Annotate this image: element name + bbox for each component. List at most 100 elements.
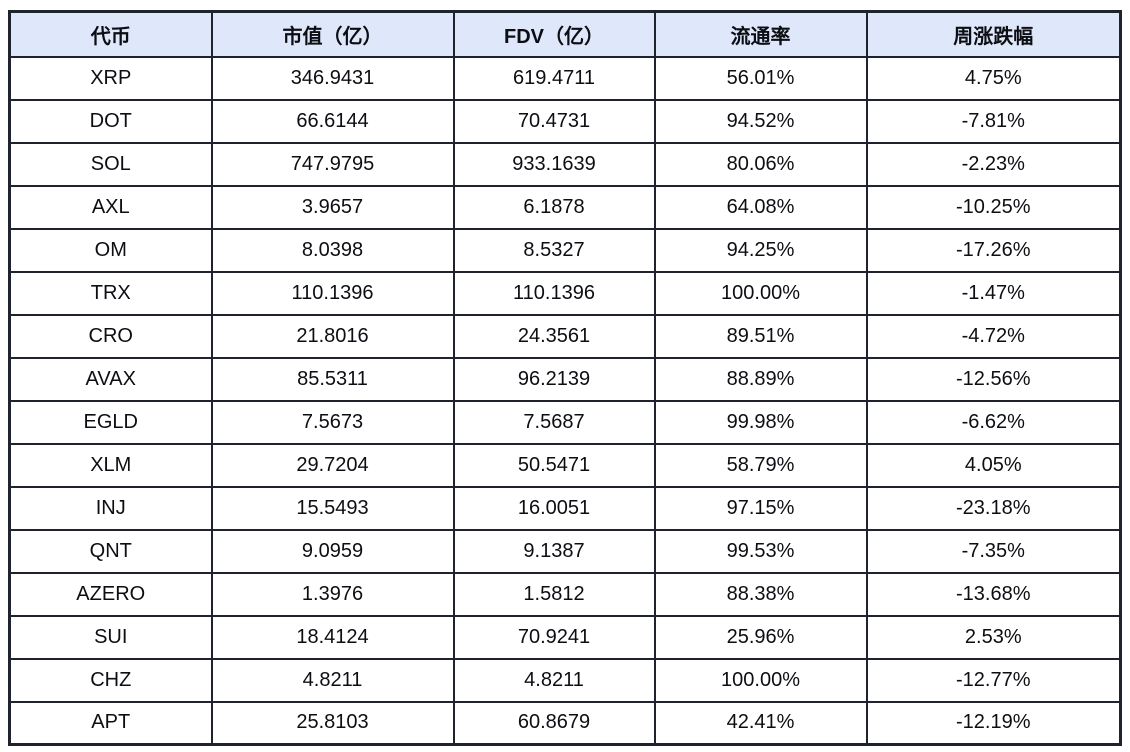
cell-weekly-change: -17.26% <box>865 227 1122 273</box>
cell-token: XRP <box>8 55 213 101</box>
cell-token: CHZ <box>8 657 213 703</box>
cell-token: CRO <box>8 313 213 359</box>
cell-fdv: 96.2139 <box>452 356 656 402</box>
cell-fdv: 70.9241 <box>452 614 656 660</box>
cell-market-cap: 3.9657 <box>210 184 455 230</box>
table-row: AZERO 1.3976 1.5812 88.38% -13.68% <box>8 571 1122 617</box>
cell-token: QNT <box>8 528 213 574</box>
cell-market-cap: 4.8211 <box>210 657 455 703</box>
column-header-weekly-change: 周涨跌幅 <box>865 10 1122 58</box>
cell-weekly-change: -7.81% <box>865 98 1122 144</box>
column-header-market-cap: 市值（亿） <box>210 10 455 58</box>
cell-fdv: 110.1396 <box>452 270 656 316</box>
table-row: SOL 747.9795 933.1639 80.06% -2.23% <box>8 141 1122 187</box>
cell-token: AZERO <box>8 571 213 617</box>
cell-weekly-change: -4.72% <box>865 313 1122 359</box>
cell-token: APT <box>8 700 213 746</box>
cell-token: AVAX <box>8 356 213 402</box>
cell-market-cap: 85.5311 <box>210 356 455 402</box>
cell-weekly-change: 4.75% <box>865 55 1122 101</box>
cell-token: SOL <box>8 141 213 187</box>
cell-market-cap: 29.7204 <box>210 442 455 488</box>
cell-market-cap: 15.5493 <box>210 485 455 531</box>
cell-fdv: 50.5471 <box>452 442 656 488</box>
cell-fdv: 70.4731 <box>452 98 656 144</box>
cell-weekly-change: -12.19% <box>865 700 1122 746</box>
column-header-token: 代币 <box>8 10 213 58</box>
cell-token: EGLD <box>8 399 213 445</box>
table-body: XRP 346.9431 619.4711 56.01% 4.75% DOT 66.6144… <box>8 55 1122 746</box>
cell-market-cap: 21.8016 <box>210 313 455 359</box>
cell-token: INJ <box>8 485 213 531</box>
cell-circulating-rate: 42.41% <box>653 700 868 746</box>
cell-token: TRX <box>8 270 213 316</box>
cell-circulating-rate: 58.79% <box>653 442 868 488</box>
cell-weekly-change: -12.56% <box>865 356 1122 402</box>
cell-token: SUI <box>8 614 213 660</box>
table-row: EGLD 7.5673 7.5687 99.98% -6.62% <box>8 399 1122 445</box>
table-row: AXL 3.9657 6.1878 64.08% -10.25% <box>8 184 1122 230</box>
cell-weekly-change: -6.62% <box>865 399 1122 445</box>
cell-circulating-rate: 64.08% <box>653 184 868 230</box>
table-row: APT 25.8103 60.8679 42.41% -12.19% <box>8 700 1122 746</box>
table-header: 代币 市值（亿） FDV（亿） 流通率 周涨跌幅 <box>8 10 1122 58</box>
cell-fdv: 933.1639 <box>452 141 656 187</box>
table-row: DOT 66.6144 70.4731 94.52% -7.81% <box>8 98 1122 144</box>
cell-fdv: 6.1878 <box>452 184 656 230</box>
cell-circulating-rate: 99.53% <box>653 528 868 574</box>
cell-weekly-change: -1.47% <box>865 270 1122 316</box>
cell-market-cap: 8.0398 <box>210 227 455 273</box>
cell-circulating-rate: 88.38% <box>653 571 868 617</box>
table-row: TRX 110.1396 110.1396 100.00% -1.47% <box>8 270 1122 316</box>
header-row: 代币 市值（亿） FDV（亿） 流通率 周涨跌幅 <box>8 10 1122 58</box>
cell-weekly-change: -7.35% <box>865 528 1122 574</box>
table-row: SUI 18.4124 70.9241 25.96% 2.53% <box>8 614 1122 660</box>
cell-circulating-rate: 80.06% <box>653 141 868 187</box>
cell-fdv: 4.8211 <box>452 657 656 703</box>
cell-fdv: 8.5327 <box>452 227 656 273</box>
cell-fdv: 7.5687 <box>452 399 656 445</box>
table-row: XLM 29.7204 50.5471 58.79% 4.05% <box>8 442 1122 488</box>
cell-token: AXL <box>8 184 213 230</box>
cell-market-cap: 25.8103 <box>210 700 455 746</box>
cell-market-cap: 18.4124 <box>210 614 455 660</box>
table-row: CHZ 4.8211 4.8211 100.00% -12.77% <box>8 657 1122 703</box>
cell-market-cap: 1.3976 <box>210 571 455 617</box>
cell-fdv: 60.8679 <box>452 700 656 746</box>
cell-fdv: 1.5812 <box>452 571 656 617</box>
table-row: AVAX 85.5311 96.2139 88.89% -12.56% <box>8 356 1122 402</box>
cell-market-cap: 747.9795 <box>210 141 455 187</box>
column-header-fdv: FDV（亿） <box>452 10 656 58</box>
table-row: QNT 9.0959 9.1387 99.53% -7.35% <box>8 528 1122 574</box>
cell-token: OM <box>8 227 213 273</box>
cell-circulating-rate: 88.89% <box>653 356 868 402</box>
cell-circulating-rate: 89.51% <box>653 313 868 359</box>
cell-weekly-change: -13.68% <box>865 571 1122 617</box>
cell-circulating-rate: 99.98% <box>653 399 868 445</box>
cell-circulating-rate: 97.15% <box>653 485 868 531</box>
cell-circulating-rate: 100.00% <box>653 657 868 703</box>
cell-fdv: 619.4711 <box>452 55 656 101</box>
cell-weekly-change: -23.18% <box>865 485 1122 531</box>
cell-fdv: 16.0051 <box>452 485 656 531</box>
cell-weekly-change: -12.77% <box>865 657 1122 703</box>
cell-circulating-rate: 56.01% <box>653 55 868 101</box>
cell-circulating-rate: 94.52% <box>653 98 868 144</box>
cell-weekly-change: 2.53% <box>865 614 1122 660</box>
cell-fdv: 9.1387 <box>452 528 656 574</box>
table-row: INJ 15.5493 16.0051 97.15% -23.18% <box>8 485 1122 531</box>
cell-weekly-change: 4.05% <box>865 442 1122 488</box>
table-row: CRO 21.8016 24.3561 89.51% -4.72% <box>8 313 1122 359</box>
cell-token: DOT <box>8 98 213 144</box>
crypto-market-table-container: 代币 市值（亿） FDV（亿） 流通率 周涨跌幅 XRP 346.9431 619.… <box>8 10 1122 746</box>
cell-circulating-rate: 94.25% <box>653 227 868 273</box>
cell-circulating-rate: 100.00% <box>653 270 868 316</box>
column-header-circulating-rate: 流通率 <box>653 10 868 58</box>
cell-circulating-rate: 25.96% <box>653 614 868 660</box>
cell-market-cap: 66.6144 <box>210 98 455 144</box>
cell-fdv: 24.3561 <box>452 313 656 359</box>
crypto-market-table: 代币 市值（亿） FDV（亿） 流通率 周涨跌幅 XRP 346.9431 619.… <box>8 10 1122 746</box>
table-row: OM 8.0398 8.5327 94.25% -17.26% <box>8 227 1122 273</box>
cell-market-cap: 110.1396 <box>210 270 455 316</box>
cell-market-cap: 346.9431 <box>210 55 455 101</box>
